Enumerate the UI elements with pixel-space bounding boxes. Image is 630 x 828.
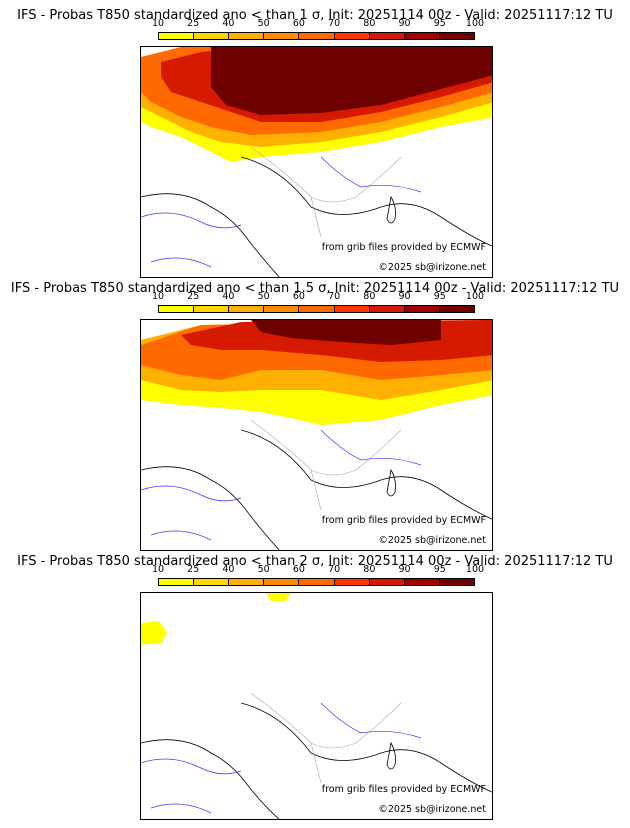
probability-map: from grib files provided by ECMWF ©2025 … [140, 319, 493, 551]
legend-color-4 [299, 33, 335, 39]
legend-color-7 [404, 306, 440, 312]
legend-color-6 [369, 579, 405, 585]
color-legend [158, 305, 475, 313]
source-credit: from grib files provided by ECMWF [321, 242, 486, 253]
legend-color-8 [439, 579, 474, 585]
map-graphic [141, 47, 492, 277]
legend-tick-label: 60 [292, 291, 305, 302]
legend-tick-label: 25 [187, 18, 200, 29]
legend-ticks: 10 25 40 50 60 70 80 90 95 100 [148, 291, 485, 303]
legend-color-6 [369, 33, 405, 39]
legend-color-0 [159, 33, 195, 39]
legend-tick-label: 40 [222, 291, 235, 302]
legend-tick-label: 50 [257, 291, 270, 302]
forecast-panel-1-5sigma: IFS - Probas T850 standardized ano < tha… [0, 273, 630, 551]
legend-color-3 [264, 33, 300, 39]
legend-color-4 [299, 579, 335, 585]
legend-color-1 [194, 579, 230, 585]
legend-color-8 [439, 306, 474, 312]
legend-tick-label: 25 [187, 291, 200, 302]
legend-tick-label: 95 [433, 291, 446, 302]
legend-tick-label: 10 [151, 564, 165, 575]
legend-color-2 [229, 33, 265, 39]
legend-color-3 [264, 306, 300, 312]
legend-tick-label: 50 [257, 564, 270, 575]
legend-tick-label: 80 [363, 564, 376, 575]
legend-ticks: 10 25 40 50 60 70 80 90 95 100 [148, 564, 485, 576]
probability-map: from grib files provided by ECMWF ©2025 … [140, 592, 493, 820]
legend-tick-label: 90 [398, 291, 411, 302]
legend-tick-label: 80 [363, 291, 376, 302]
legend-tick-label: 90 [398, 18, 411, 29]
map-graphic [141, 320, 492, 550]
legend-tick-label: 60 [292, 18, 305, 29]
legend-color-1 [194, 33, 230, 39]
legend-tick-label: 95 [433, 564, 446, 575]
legend-tick-label: 40 [222, 564, 235, 575]
legend-color-1 [194, 306, 230, 312]
legend-tick-label: 25 [187, 564, 200, 575]
copyright-credit: ©2025 sb@irizone.net [378, 804, 486, 815]
panel-title: IFS - Probas T850 standardized ano < tha… [10, 281, 620, 296]
color-legend [158, 578, 475, 586]
map-graphic [141, 593, 492, 819]
legend-color-6 [369, 306, 405, 312]
legend-color-7 [404, 579, 440, 585]
legend-tick-label: 70 [328, 291, 341, 302]
legend-color-8 [439, 33, 474, 39]
legend-tick-label: 70 [328, 18, 341, 29]
legend-color-4 [299, 306, 335, 312]
legend-color-5 [334, 306, 370, 312]
color-legend [158, 32, 475, 40]
legend-color-2 [229, 579, 265, 585]
forecast-panel-2sigma: IFS - Probas T850 standardized ano < tha… [0, 546, 630, 828]
panel-title: IFS - Probas T850 standardized ano < tha… [17, 554, 613, 569]
legend-tick-label: 10 [151, 18, 165, 29]
legend-tick-label: 90 [398, 564, 411, 575]
legend-tick-label: 100 [465, 291, 485, 302]
source-credit: from grib files provided by ECMWF [321, 784, 486, 795]
legend-tick-label: 100 [465, 564, 485, 575]
legend-color-0 [159, 306, 195, 312]
legend-color-7 [404, 33, 440, 39]
copyright-credit: ©2025 sb@irizone.net [378, 535, 486, 546]
forecast-panel-1sigma: IFS - Probas T850 standardized ano < tha… [0, 0, 630, 278]
panel-title: IFS - Probas T850 standardized ano < tha… [17, 8, 613, 23]
legend-color-0 [159, 579, 195, 585]
legend-tick-label: 100 [465, 18, 485, 29]
legend-ticks: 10 25 40 50 60 70 80 90 95 100 [148, 18, 485, 30]
legend-tick-label: 50 [257, 18, 270, 29]
legend-color-5 [334, 33, 370, 39]
legend-color-2 [229, 306, 265, 312]
legend-tick-label: 10 [151, 291, 165, 302]
probability-map: from grib files provided by ECMWF ©2025 … [140, 46, 493, 278]
legend-tick-label: 70 [328, 564, 341, 575]
legend-tick-label: 80 [363, 18, 376, 29]
legend-color-5 [334, 579, 370, 585]
legend-tick-label: 40 [222, 18, 235, 29]
copyright-credit: ©2025 sb@irizone.net [378, 262, 486, 273]
legend-color-3 [264, 579, 300, 585]
legend-tick-label: 95 [433, 18, 446, 29]
legend-tick-label: 60 [292, 564, 305, 575]
source-credit: from grib files provided by ECMWF [321, 515, 486, 526]
